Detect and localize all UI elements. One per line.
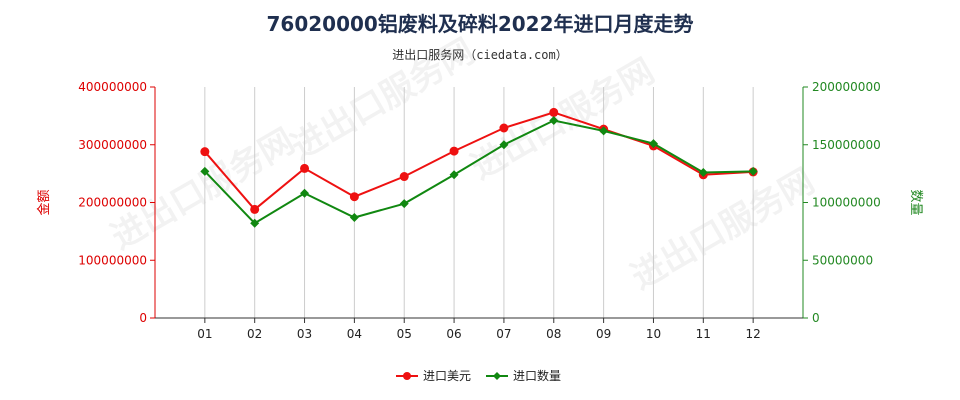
y-left-tick-label: 0 (139, 311, 147, 325)
legend: 进口美元 进口数量 (396, 368, 561, 383)
x-tick-label: 07 (496, 327, 511, 341)
data-point (200, 166, 210, 176)
axes: 0100000000200000000300000000400000000050… (36, 80, 923, 341)
chart-subtitle: 进出口服务网（ciedata.com） (392, 48, 568, 62)
x-tick-label: 09 (596, 327, 611, 341)
data-point (549, 107, 559, 117)
watermark-text: 进出口服务网 (465, 51, 662, 188)
data-point (499, 140, 509, 150)
data-point (499, 123, 509, 133)
legend-label: 进口数量 (513, 368, 561, 383)
data-point (449, 170, 459, 180)
data-point (599, 126, 609, 136)
y-right-tick-label: 50000000 (812, 253, 873, 267)
x-tick-label: 04 (347, 327, 362, 341)
y-right-tick-label: 200000000 (812, 80, 881, 94)
data-point (349, 213, 359, 223)
legend-marker (403, 372, 411, 380)
data-point (300, 188, 310, 198)
data-point (200, 147, 210, 157)
x-tick-label: 06 (446, 327, 461, 341)
x-tick-label: 03 (297, 327, 312, 341)
y-right-tick-label: 0 (812, 311, 820, 325)
watermark-text: 进出口服务网 (625, 161, 822, 298)
y-right-tick-label: 150000000 (812, 138, 881, 152)
data-point (748, 166, 758, 176)
y-right-axis-label: 数量 (908, 189, 923, 215)
series-line (204, 111, 754, 211)
y-left-tick-label: 300000000 (78, 138, 147, 152)
series-line (204, 119, 754, 225)
x-tick-label: 10 (646, 327, 661, 341)
data-point (349, 192, 359, 202)
legend-marker (493, 372, 501, 380)
chart-title: 76020000铝废料及碎料2022年进口月度走势 (266, 12, 694, 36)
y-left-tick-label: 400000000 (78, 80, 147, 94)
y-left-tick-label: 100000000 (78, 253, 147, 267)
x-tick-label: 02 (247, 327, 262, 341)
y-left-axis-label: 金额 (36, 189, 52, 215)
x-tick-label: 12 (746, 327, 761, 341)
legend-label: 进口美元 (423, 369, 471, 383)
series-group (200, 107, 758, 228)
data-point (250, 218, 260, 228)
data-point (549, 115, 559, 125)
x-tick-label: 05 (397, 327, 412, 341)
watermark-text: 进出口服务网 (285, 31, 482, 168)
x-tick-label: 08 (546, 327, 561, 341)
data-point (399, 172, 409, 182)
data-point (648, 139, 658, 149)
y-right-tick-label: 100000000 (812, 196, 881, 210)
x-tick-label: 11 (696, 327, 711, 341)
data-point (250, 204, 260, 214)
data-point (300, 163, 310, 173)
x-tick-label: 01 (197, 327, 212, 341)
data-point (399, 199, 409, 209)
data-point (698, 167, 708, 177)
grid-lines (204, 87, 804, 318)
data-point (449, 146, 459, 156)
y-left-tick-label: 200000000 (78, 196, 147, 210)
